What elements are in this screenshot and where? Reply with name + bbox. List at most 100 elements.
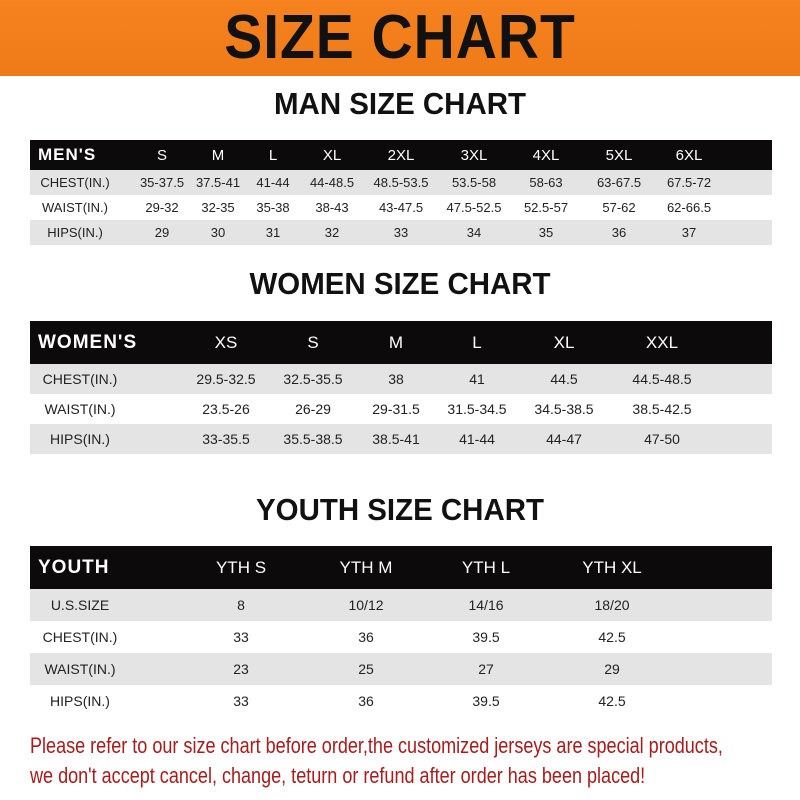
- table-cell: 27: [478, 661, 494, 677]
- measurement-label: WAIST(IN.): [44, 661, 116, 677]
- table-cell: 36: [358, 629, 374, 645]
- table-cell: 58-63: [529, 175, 563, 190]
- table-header-row: MEN'S S M L XL 2XL 3XL 4XL 5XL 6XL: [30, 140, 772, 170]
- table-cell: 41-44: [256, 175, 290, 190]
- table-cell: 42.5: [598, 693, 626, 709]
- table-cell: 43-47.5: [378, 200, 424, 215]
- table-cell: 47.5-52.5: [446, 200, 502, 215]
- table-cell: 52.5-57: [523, 200, 569, 215]
- table-cell: 44-47: [546, 431, 582, 447]
- size-header-cell: YTH M: [339, 557, 393, 577]
- table-row: U.S.SIZE 8 10/12 14/16 18/20: [30, 589, 772, 621]
- header-banner: SIZE CHART: [0, 0, 800, 76]
- table-row: WAIST(IN.) 29-32 32-35 35-38 38-43 43-47.5 47.…: [30, 195, 772, 220]
- measurement-label: WAIST(IN.): [42, 200, 108, 215]
- table-cell: 47-50: [644, 431, 680, 447]
- table-row: HIPS(IN.) 33 36 39.5 42.5: [30, 685, 772, 717]
- size-header-cell: 5XL: [605, 146, 633, 164]
- table-cell: 29.5-32.5: [196, 371, 256, 387]
- size-header-cell: YTH S: [215, 557, 267, 577]
- table-row: CHEST(IN.) 35-37.5 37.5-41 41-44 44-48.5 48.5…: [30, 170, 772, 195]
- table-cell: 37.5-41: [195, 175, 241, 190]
- table-title-cell: WOMEN'S: [38, 331, 138, 353]
- table-cell: 57-62: [602, 200, 636, 215]
- women-size-table: WOMEN'S XS S M L XL XXL CHEST(IN.) 29.5-32.5 32.5…: [30, 321, 772, 454]
- table-cell: 23.5-26: [202, 401, 250, 417]
- table-cell: 35: [538, 225, 554, 240]
- table-cell: 30: [210, 225, 226, 240]
- size-header-cell: XXL: [645, 332, 679, 352]
- table-cell: 31.5-34.5: [447, 401, 507, 417]
- size-header-cell: 4XL: [532, 146, 560, 164]
- table-cell: 29: [154, 225, 170, 240]
- table-cell: 31: [265, 225, 281, 240]
- table-row: HIPS(IN.) 29 30 31 32 33 34 35 36 37: [30, 220, 772, 245]
- men-size-table: MEN'S S M L XL 2XL 3XL 4XL 5XL 6XL CHEST(IN.) 35-37…: [30, 140, 772, 245]
- table-cell: 35.5-38.5: [283, 431, 343, 447]
- measurement-label: CHEST(IN.): [40, 175, 110, 190]
- table-cell: 39.5: [472, 629, 500, 645]
- table-cell: 39.5: [472, 693, 500, 709]
- table-header-row: YOUTH YTH S YTH M YTH L YTH XL: [30, 546, 772, 589]
- size-header-cell: XS: [214, 332, 238, 352]
- table-cell: 63-67.5: [596, 175, 642, 190]
- size-header-cell: XL: [322, 146, 342, 164]
- table-row: HIPS(IN.) 33-35.5 35.5-38.5 38.5-41 41-44 44-…: [30, 424, 772, 454]
- youth-section-title: YOUTH SIZE CHART: [256, 492, 544, 527]
- table-title-cell: YOUTH: [38, 556, 110, 578]
- youth-size-table: YOUTH YTH S YTH M YTH L YTH XL U.S.SIZE 8 10/12…: [30, 546, 772, 718]
- table-cell: 35-38: [256, 200, 290, 215]
- size-header-cell: 6XL: [675, 146, 703, 164]
- measurement-label: HIPS(IN.): [50, 693, 110, 709]
- size-header-cell: 3XL: [460, 146, 488, 164]
- page-title: SIZE CHART: [224, 3, 576, 72]
- table-cell: 41-44: [459, 431, 495, 447]
- measurement-label: WAIST(IN.): [44, 401, 116, 417]
- size-header-cell: XL: [553, 332, 575, 352]
- size-header-cell: YTH XL: [582, 557, 642, 577]
- size-header-cell: S: [156, 146, 168, 164]
- table-cell: 36: [358, 693, 374, 709]
- men-section-title: MAN SIZE CHART: [274, 86, 526, 121]
- table-cell: 29-32: [145, 200, 179, 215]
- size-header-cell: S: [307, 332, 319, 352]
- table-cell: 33-35.5: [202, 431, 250, 447]
- measurement-label: HIPS(IN.): [47, 225, 103, 240]
- table-cell: 35-37.5: [139, 175, 185, 190]
- table-cell: 32: [324, 225, 340, 240]
- table-cell: 14/16: [468, 597, 504, 613]
- table-row: WAIST(IN.) 23.5-26 26-29 29-31.5 31.5-34.5 34…: [30, 394, 772, 424]
- size-header-cell: M: [211, 146, 225, 164]
- measurement-label: HIPS(IN.): [50, 431, 110, 447]
- size-header-cell: M: [388, 332, 404, 352]
- table-cell: 37: [681, 225, 697, 240]
- size-header-cell: 2XL: [387, 146, 415, 164]
- table-cell: 62-66.5: [666, 200, 712, 215]
- size-header-cell: L: [268, 146, 278, 164]
- table-cell: 26-29: [295, 401, 331, 417]
- size-header-cell: YTH L: [461, 557, 511, 577]
- measurement-label: U.S.SIZE: [50, 597, 110, 613]
- table-cell: 32.5-35.5: [283, 371, 343, 387]
- table-cell: 44.5: [550, 371, 578, 387]
- disclaimer-line-2: we don't accept cancel, change, teturn o…: [30, 763, 646, 788]
- table-header-row: WOMEN'S XS S M L XL XXL: [30, 321, 772, 364]
- table-cell: 67.5-72: [666, 175, 712, 190]
- table-cell: 48.5-53.5: [373, 175, 429, 190]
- table-cell: 44.5-48.5: [632, 371, 692, 387]
- table-row: CHEST(IN.) 33 36 39.5 42.5: [30, 621, 772, 653]
- table-cell: 8: [237, 597, 245, 613]
- measurement-label: CHEST(IN.): [42, 629, 118, 645]
- table-cell: 29-31.5: [372, 401, 420, 417]
- table-cell: 23: [233, 661, 249, 677]
- table-cell: 33: [393, 225, 409, 240]
- table-cell: 38.5-42.5: [632, 401, 692, 417]
- table-cell: 10/12: [348, 597, 384, 613]
- table-cell: 38.5-41: [372, 431, 420, 447]
- table-cell: 33: [233, 693, 249, 709]
- table-cell: 53.5-58: [451, 175, 497, 190]
- disclaimer-line-1: Please refer to our size chart before or…: [30, 733, 723, 758]
- measurement-label: CHEST(IN.): [42, 371, 118, 387]
- table-cell: 34.5-38.5: [534, 401, 594, 417]
- table-cell: 29: [604, 661, 620, 677]
